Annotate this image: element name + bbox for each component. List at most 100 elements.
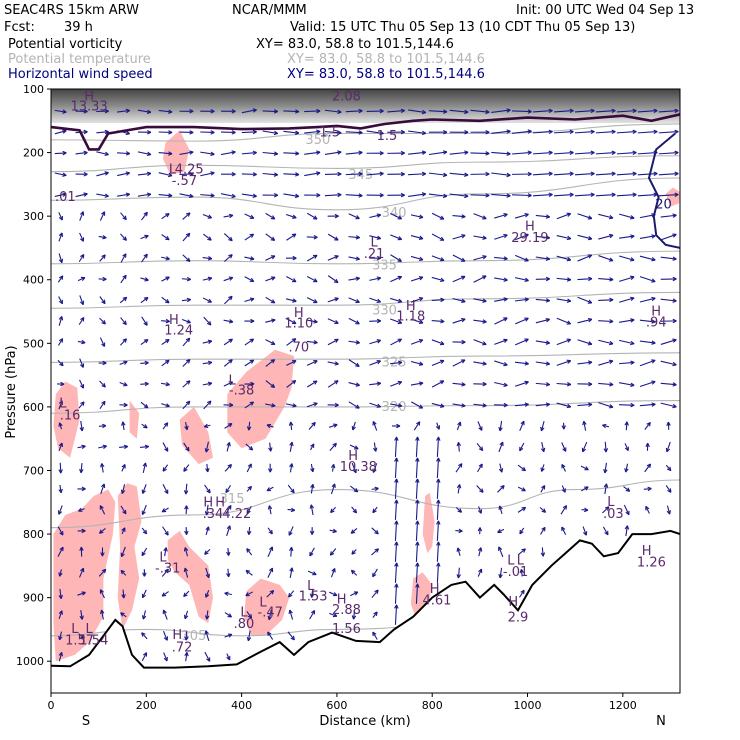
wind-vector xyxy=(595,192,616,197)
wind-vector xyxy=(140,277,149,282)
extrema-label: H xyxy=(642,544,652,559)
wind-vector xyxy=(477,547,483,557)
wind-vector xyxy=(179,109,194,114)
wind-vector xyxy=(619,234,635,239)
wind-vector xyxy=(78,317,85,325)
wind-vector xyxy=(204,610,210,620)
wind-vector xyxy=(120,253,127,263)
wind-vector xyxy=(327,361,339,366)
extrema-label: 4.25 xyxy=(175,162,204,177)
x-axis-title: Distance (km) xyxy=(319,714,410,729)
wind-vector xyxy=(329,548,337,556)
wind-vector xyxy=(561,422,566,430)
wind-vector xyxy=(79,211,85,221)
wind-vector xyxy=(619,296,635,303)
wind-vector xyxy=(577,234,593,241)
wind-vector xyxy=(158,151,173,156)
wind-vector xyxy=(491,108,511,113)
wind-vector xyxy=(98,276,107,282)
wind-vector xyxy=(491,129,511,134)
wind-vector xyxy=(120,317,127,326)
wind-vector xyxy=(644,421,651,430)
wind-vector xyxy=(410,401,424,409)
wind-vector xyxy=(265,339,276,345)
wind-vector xyxy=(371,486,379,492)
wind-vector xyxy=(117,192,131,197)
wind-vector xyxy=(639,340,656,345)
wind-vector xyxy=(99,505,106,515)
wind-vector xyxy=(286,233,297,241)
y-tick-label: 300 xyxy=(23,210,44,223)
wind-vector xyxy=(431,359,445,366)
wind-vector xyxy=(556,235,572,241)
wind-vector xyxy=(306,402,318,408)
wind-vector xyxy=(267,609,272,621)
wind-vector xyxy=(535,361,551,366)
wind-vector xyxy=(348,401,360,409)
wind-vector xyxy=(394,562,399,583)
wind-vector xyxy=(58,253,64,264)
extrema-label: 1.5 xyxy=(377,129,398,144)
wind-vector xyxy=(140,296,149,304)
wind-vector xyxy=(535,402,551,407)
wind-vector xyxy=(245,591,253,597)
wind-vector xyxy=(639,234,656,239)
wind-vector xyxy=(96,151,109,157)
wind-vector xyxy=(57,505,63,515)
wind-vector xyxy=(99,211,106,221)
wind-vector xyxy=(449,109,469,115)
wind-vector xyxy=(473,255,487,261)
wind-vector xyxy=(582,420,587,431)
wind-vector xyxy=(369,402,382,408)
wind-vector xyxy=(58,462,63,474)
wind-vector xyxy=(408,109,427,115)
wind-vector xyxy=(532,129,553,135)
wind-vector xyxy=(351,506,358,514)
wind-vector xyxy=(121,589,126,599)
wind-vector xyxy=(204,441,210,453)
north-endpoint-label: N xyxy=(656,714,666,729)
wind-vector xyxy=(602,506,610,514)
wind-vector xyxy=(179,130,194,135)
wind-vector xyxy=(660,338,677,345)
wind-vector xyxy=(161,359,170,367)
wind-vector xyxy=(96,129,109,135)
extrema-label: 10.38 xyxy=(340,460,377,475)
wind-vector xyxy=(224,295,233,305)
wind-vector xyxy=(267,631,274,640)
wind-vector xyxy=(120,546,126,558)
wind-vector xyxy=(200,171,215,177)
wind-vector xyxy=(553,108,574,114)
wind-vector xyxy=(535,382,551,387)
y-tick-label: 400 xyxy=(23,274,44,287)
wind-vector xyxy=(452,297,466,304)
wind-vector xyxy=(98,444,107,449)
wind-vector xyxy=(182,212,191,220)
theta-contour-label: 315 xyxy=(220,492,245,507)
wind-vector xyxy=(431,319,445,324)
wind-vector xyxy=(99,589,105,599)
wind-vector xyxy=(477,527,483,535)
wind-vector xyxy=(285,213,297,219)
wind-vector xyxy=(477,568,483,577)
wind-vector xyxy=(58,651,64,662)
wind-vector xyxy=(225,505,232,515)
wind-vector xyxy=(179,150,194,155)
center-label: NCAR/MMM xyxy=(232,3,307,18)
wind-vector xyxy=(162,422,169,430)
wind-vector xyxy=(556,317,572,325)
wind-vector xyxy=(202,213,213,219)
wind-vector xyxy=(223,213,234,219)
wind-vector xyxy=(577,360,593,365)
wind-vector xyxy=(619,402,635,408)
model-label: SEAC4RS 15km ARW xyxy=(4,3,139,18)
wind-vector xyxy=(372,463,378,473)
wind-vector xyxy=(436,478,441,499)
wind-vector xyxy=(183,442,190,452)
wind-vector xyxy=(183,590,190,598)
wind-vector xyxy=(77,528,86,534)
wind-vector xyxy=(203,423,211,429)
extrema-label: L xyxy=(71,622,79,637)
wind-vector xyxy=(514,254,529,262)
wind-vector xyxy=(581,507,589,513)
